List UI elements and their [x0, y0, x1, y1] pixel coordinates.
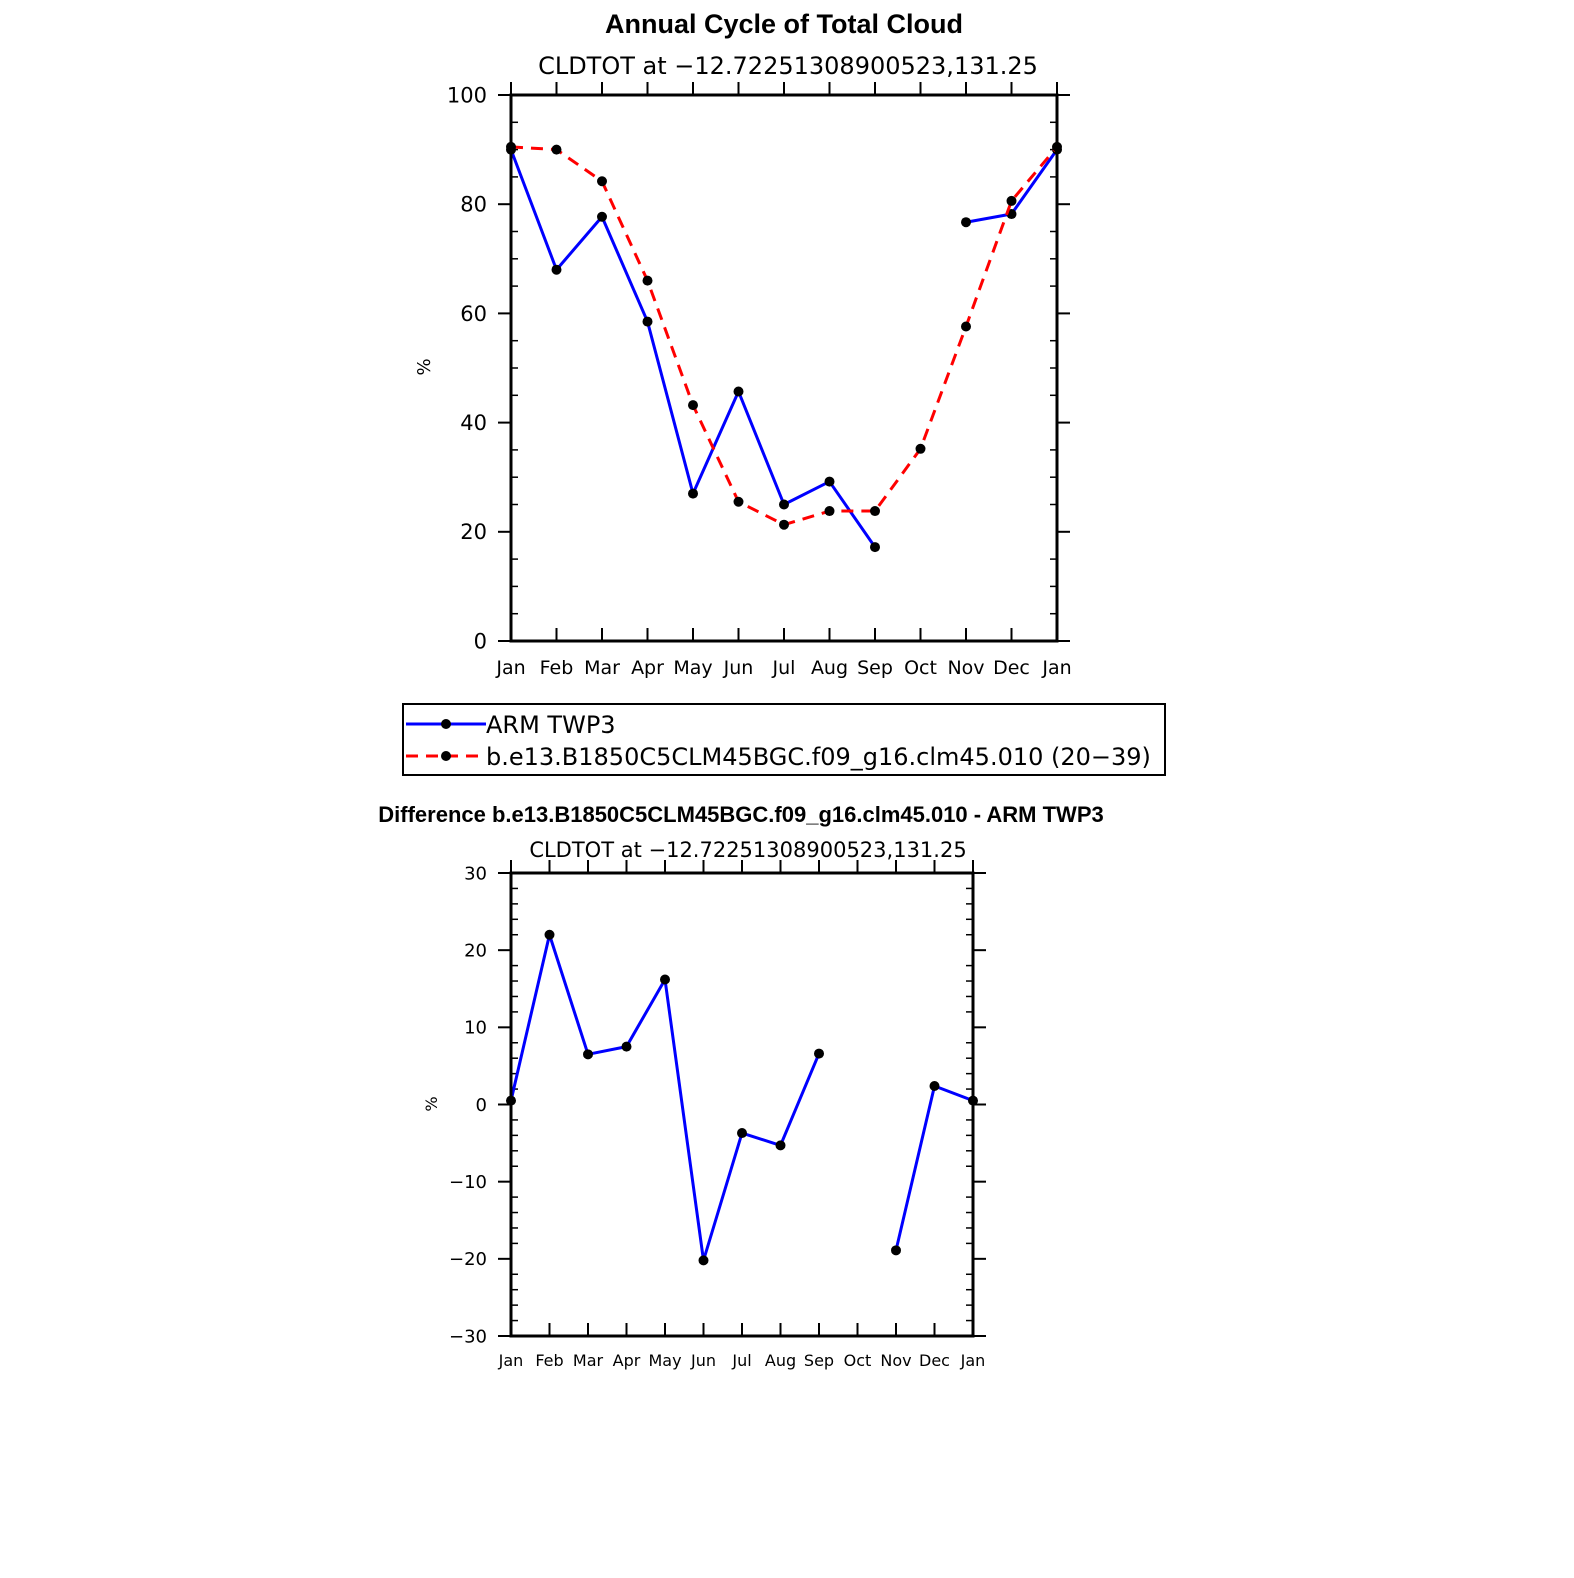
- chart2-ytick-label: −20: [449, 1249, 487, 1270]
- chart2-point-difference: [814, 1048, 824, 1059]
- chart1-xtick-label: Jan: [495, 657, 525, 679]
- chart1-xtick-label: Jan: [1041, 657, 1071, 679]
- legend-box: [402, 703, 1166, 776]
- chart2-ytick-label: 10: [464, 1018, 487, 1039]
- chart1-plot-frame: [509, 93, 1059, 643]
- chart1-point-model: [551, 144, 562, 155]
- chart1-xtick-label: May: [673, 657, 712, 679]
- chart2-point-difference: [775, 1140, 786, 1151]
- chart1-point-model: [824, 506, 835, 517]
- legend-marker-arm: [441, 719, 451, 729]
- chart2-point-difference: [660, 974, 670, 985]
- chart2-point-difference: [583, 1049, 593, 1060]
- chart2-xtick-label: Feb: [535, 1351, 563, 1370]
- chart2-point-difference: [544, 929, 555, 940]
- chart2-xtick-label: Apr: [613, 1351, 641, 1370]
- chart1-xtick-label: Dec: [993, 657, 1030, 679]
- chart1-xtick-label: Mar: [584, 657, 620, 679]
- chart2-ytick-label: −30: [449, 1326, 487, 1347]
- chart2-xtick-label: Sep: [804, 1351, 834, 1370]
- chart2-xtick-label: Jul: [731, 1351, 751, 1370]
- chart1-point-model: [688, 400, 698, 411]
- difference-chart: Difference b.e13.B1850C5CLM45BGC.f09_g16…: [378, 802, 1103, 1370]
- chart1-point-arm: [733, 386, 744, 397]
- chart1-point-model: [870, 506, 880, 517]
- legend-label-arm: ARM TWP3: [486, 711, 616, 739]
- chart1-xtick-label: Jul: [772, 657, 796, 679]
- chart1-point-arm: [779, 499, 789, 510]
- chart2-title: Difference b.e13.B1850C5CLM45BGC.f09_g16…: [378, 802, 1103, 827]
- chart2-xtick-label: Nov: [880, 1351, 911, 1370]
- legend-label-model: b.e13.B1850C5CLM45BGC.f09_g16.clm45.010 …: [486, 743, 1151, 771]
- chart1-xtick-label: Jun: [723, 657, 754, 679]
- chart1-series-line-arm: [509, 149, 877, 548]
- chart1-ytick-label: 0: [474, 629, 487, 653]
- chart1-xtick-label: Feb: [540, 657, 574, 679]
- chart1-point-arm: [642, 316, 653, 327]
- chart1-title: Annual Cycle of Total Cloud: [605, 9, 963, 39]
- chart2-xtick-label: Jan: [960, 1351, 986, 1370]
- chart2-point-difference: [929, 1080, 940, 1091]
- chart2-xtick-label: Jan: [498, 1351, 524, 1370]
- chart1-ylabel: %: [414, 358, 435, 375]
- chart2-xtick-label: Dec: [919, 1351, 950, 1370]
- chart1-series-line-model: [510, 145, 1059, 527]
- chart2-point-difference: [737, 1128, 747, 1139]
- chart2-xtick-label: Mar: [573, 1351, 604, 1370]
- chart1-xtick-label: Aug: [811, 657, 848, 679]
- chart2-series-line-difference: [894, 1084, 974, 1251]
- chart1-point-model: [779, 519, 789, 530]
- chart1-point-arm: [870, 542, 880, 553]
- chart1-point-model: [597, 176, 607, 187]
- chart1-ytick-label: 40: [460, 411, 487, 435]
- legend-marker-model: [441, 751, 451, 761]
- chart2-series: [506, 929, 978, 1266]
- chart1-point-arm: [688, 488, 698, 499]
- chart2-xtick-label: Oct: [844, 1351, 872, 1370]
- chart2-point-difference: [891, 1245, 901, 1256]
- annual-cycle-chart: Annual Cycle of Total Cloud CLDTOT at −1…: [414, 9, 1072, 679]
- chart2-ytick-label: 20: [464, 940, 487, 961]
- chart2-point-difference: [621, 1041, 632, 1052]
- chart1-ytick-label: 80: [460, 193, 487, 217]
- chart1-ytick-label: 20: [460, 520, 487, 544]
- chart2-ytick-label: −10: [449, 1172, 487, 1193]
- chart1-point-arm: [597, 211, 607, 222]
- chart1-subtitle: CLDTOT at −12.72251308900523,131.25: [538, 52, 1038, 80]
- legend: ARM TWP3 b.e13.B1850C5CLM45BGC.f09_g16.c…: [402, 703, 1166, 776]
- chart1-ytick-label: 100: [447, 83, 487, 107]
- chart2-plot-frame: [509, 871, 975, 1338]
- chart1-xtick-label: Sep: [857, 657, 893, 679]
- chart1-xtick-label: Oct: [904, 657, 937, 679]
- chart2-xtick-label: May: [648, 1351, 681, 1370]
- chart1-xtick-label: Nov: [947, 657, 984, 679]
- chart1-series: [506, 141, 1062, 553]
- chart1-ytick-label: 60: [460, 302, 487, 326]
- chart2-xtick-label: Jun: [690, 1351, 716, 1370]
- chart2-xtick-label: Aug: [765, 1351, 796, 1370]
- chart2-axes: Jan Feb Mar Apr May Jun Jul Aug Sep Oct Nov Dec Jan−…: [449, 860, 986, 1370]
- chart1-point-model: [642, 275, 653, 286]
- chart2-ytick-label: 30: [464, 863, 487, 884]
- chart2-point-difference: [698, 1255, 709, 1266]
- chart1-point-model: [1006, 195, 1017, 206]
- chart1-xtick-label: Apr: [631, 657, 664, 679]
- chart2-ytick-label: 0: [476, 1095, 487, 1116]
- chart1-axes: Jan Feb Mar Apr May Jun Jul Aug Sep Oct Nov Dec Jan 0…: [447, 82, 1072, 679]
- chart1-point-model: [961, 321, 971, 332]
- chart1-point-arm: [824, 476, 835, 487]
- chart1-point-model: [915, 443, 926, 454]
- chart1-point-arm: [961, 217, 971, 228]
- chart1-point-arm: [551, 264, 562, 275]
- chart2-ylabel: %: [422, 1096, 441, 1111]
- chart2-subtitle: CLDTOT at −12.72251308900523,131.25: [529, 838, 966, 862]
- chart1-point-model: [733, 496, 744, 507]
